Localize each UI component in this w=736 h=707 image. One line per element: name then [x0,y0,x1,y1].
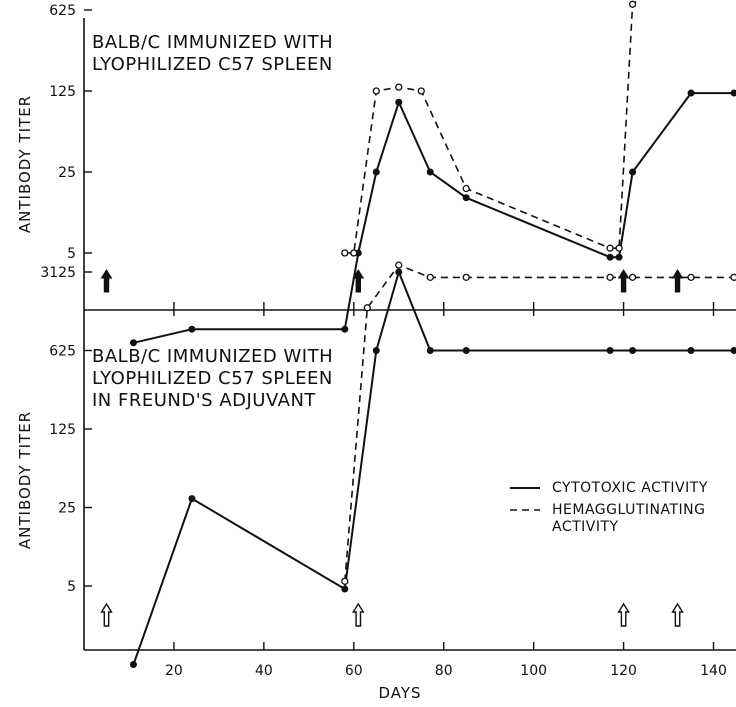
injection-arrow-icon [617,602,630,627]
x-tick-label: 40 [255,663,273,679]
legend-label-line: HEMAGGLUTINATING [552,502,705,518]
x-axis-label: DAYS [378,684,421,702]
legend-label-line: CYTOTOXIC ACTIVITY [552,480,708,496]
filled-data-point [462,347,470,354]
legend-label-line: ACTIVITY [552,519,619,535]
x-tick-label: 60 [345,663,363,679]
y-tick-label: 5 [67,246,76,262]
open-data-point [426,273,434,282]
open-data-point [615,244,623,252]
filled-data-point [606,347,614,354]
y-tick-label: 25 [58,501,76,517]
filled-data-point [426,347,434,354]
filled-data-point [341,585,349,593]
filled-data-point [687,89,695,97]
open-data-point [372,87,380,95]
y-tick-label: 625 [49,3,76,19]
y-axis-label: ANTIBODY TITER [16,411,34,549]
open-data-point [687,273,695,282]
open-data-point [462,184,470,193]
filled-data-point [615,253,623,261]
filled-data-point [462,194,470,202]
filled-data-point [188,325,196,333]
filled-data-point [687,347,695,354]
filled-data-point [129,339,137,347]
open-data-point [363,304,371,312]
open-data-point [395,83,403,91]
x-tick-label: 20 [165,663,183,679]
filled-data-point [629,168,637,176]
cytotoxic-line [132,268,736,665]
open-data-point [628,273,637,282]
x-tick-label: 100 [520,663,547,679]
legend-label: CYTOTOXIC ACTIVITY [552,480,708,496]
filled-data-point [606,253,614,261]
x-tick-label: 140 [700,663,727,679]
filled-data-point [629,347,637,354]
hemagglutinating-line [344,0,640,254]
open-data-point [730,273,736,282]
open-data-point [606,244,614,252]
panel-title: BALB/C IMMUNIZED WITH LYOPHILIZED C57 SPL… [92,32,333,75]
injection-arrow-icon [352,269,365,293]
injection-arrow-icon [100,269,113,293]
legend-label: HEMAGGLUTINATING ACTIVITY [552,502,705,535]
cytotoxic-line [133,92,736,344]
open-data-point [606,273,614,282]
y-tick-label: 5 [67,579,76,595]
filled-data-point [395,98,403,106]
injection-arrow-icon [352,602,365,627]
panel-title-line: LYOPHILIZED C57 SPLEEN [92,54,333,75]
filled-data-point [341,325,349,333]
filled-data-point [730,347,736,354]
filled-data-point [395,268,403,276]
filled-data-point [188,495,196,503]
panel-title-line: BALB/C IMMUNIZED WITH [92,346,333,367]
lower-panel: 5 25 125 625 3125 20 40 60 80 100 120 140 ANTIBODY T… [16,261,736,702]
panel-title-line: BALB/C IMMUNIZED WITH [92,32,333,53]
open-data-point [462,273,470,282]
y-axis-label: ANTIBODY TITER [16,95,34,233]
y-tick-label: 125 [49,84,76,100]
filled-data-point [372,168,380,176]
open-data-point [350,249,358,257]
legend: CYTOTOXIC ACTIVITY HEMAGGLUTINATING ACTIVI… [510,480,708,535]
open-data-point [341,577,349,586]
y-tick-label: 125 [49,422,76,438]
injection-arrow-icon [617,269,630,293]
injection-arrow-icon [671,269,684,293]
upper-panel: 5 25 125 625 3125 ANTIBODY TITER BALB/C IMMUNI… [16,0,736,347]
injection-arrow-icon [671,602,684,627]
open-data-point [628,0,637,8]
filled-data-point [730,89,736,97]
hemagglutinating-line [344,264,736,582]
x-tick-label: 120 [610,663,637,679]
open-data-point [341,249,349,257]
y-tick-label: 625 [49,344,76,360]
open-data-point [395,261,403,269]
panel-title: BALB/C IMMUNIZED WITH LYOPHILIZED C57 SPL… [92,346,333,411]
filled-data-point [426,168,434,176]
injection-arrow-icon [100,602,113,627]
y-tick-label: 25 [58,165,76,181]
open-data-point [417,87,425,95]
filled-data-point [372,347,380,354]
x-tick-label: 80 [435,663,453,679]
filled-data-point [129,661,137,668]
panel-title-line: IN FREUND'S ADJUVANT [92,390,316,411]
panel-title-line: LYOPHILIZED C57 SPLEEN [92,368,333,389]
y-tick-label: 3125 [40,265,76,281]
